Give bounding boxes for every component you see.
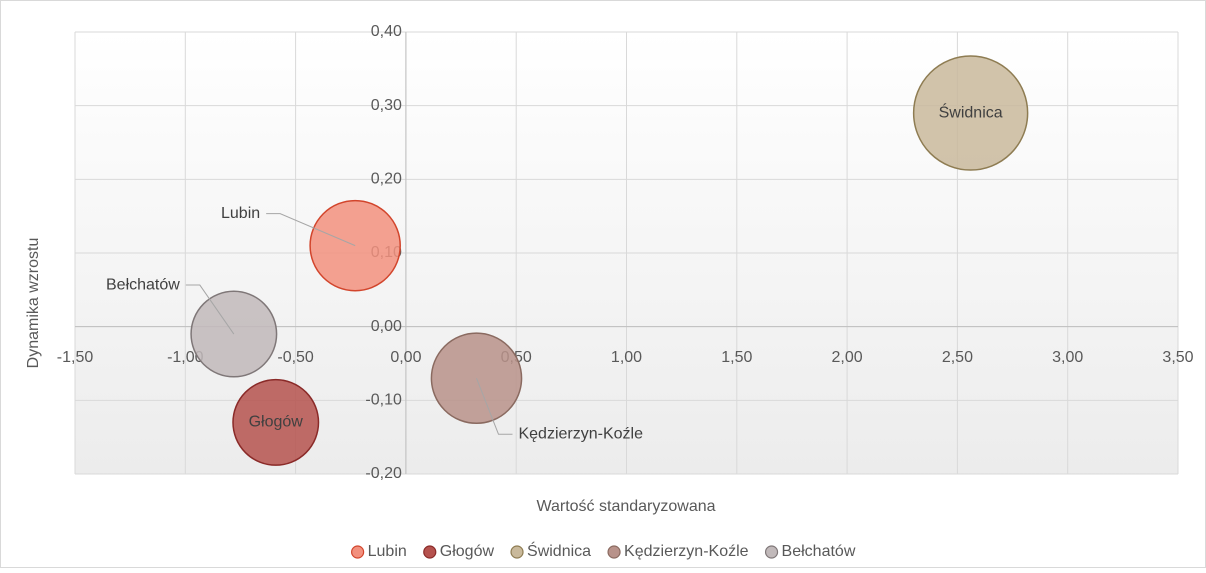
data-label: Kędzierzyn-Koźle bbox=[518, 425, 643, 442]
x-tick-label: 0,00 bbox=[390, 349, 421, 366]
x-tick-label: 1,00 bbox=[611, 349, 642, 366]
legend-label: Świdnica bbox=[527, 541, 591, 560]
x-tick-label: 1,50 bbox=[721, 349, 752, 366]
legend-marker bbox=[423, 545, 437, 559]
data-label: Lubin bbox=[221, 205, 260, 222]
data-label: Świdnica bbox=[939, 102, 1003, 121]
y-tick-label: 0,00 bbox=[371, 318, 402, 335]
x-tick-label: -1,00 bbox=[167, 349, 204, 366]
y-tick-label: -0,20 bbox=[365, 465, 402, 482]
x-tick-label: 3,50 bbox=[1162, 349, 1193, 366]
y-tick-label: 0,20 bbox=[371, 171, 402, 188]
legend-marker bbox=[764, 545, 779, 559]
x-tick-label: 2,00 bbox=[832, 349, 863, 366]
data-label: Głogów bbox=[249, 414, 304, 431]
legend-label: Głogów bbox=[440, 543, 495, 560]
legend-label: Bełchatów bbox=[782, 543, 856, 560]
data-label: Bełchatów bbox=[106, 276, 180, 293]
y-tick-label: 0,40 bbox=[371, 23, 402, 40]
y-tick-label: 0,30 bbox=[371, 97, 402, 114]
legend-marker bbox=[510, 545, 524, 559]
legend: Lubin Głogów Świdnica Kędzierzyn-Koźle Bełch… bbox=[351, 541, 856, 560]
y-axis-title: Dynamika wzrostu bbox=[25, 238, 42, 369]
leader-line bbox=[476, 378, 513, 435]
x-tick-label: -1,50 bbox=[57, 349, 94, 366]
legend-label: Lubin bbox=[368, 543, 407, 560]
legend-marker bbox=[607, 545, 621, 559]
x-tick-label: 2,50 bbox=[942, 349, 973, 366]
x-axis-title: Wartość standaryzowana bbox=[536, 498, 715, 515]
legend-marker bbox=[351, 545, 365, 559]
x-tick-label: 3,00 bbox=[1052, 349, 1083, 366]
bubble bbox=[232, 378, 320, 466]
legend-label: Kędzierzyn-Koźle bbox=[624, 543, 749, 560]
y-tick-label: -0,10 bbox=[365, 392, 402, 409]
x-tick-label: -0,50 bbox=[277, 349, 314, 366]
leader-line bbox=[185, 284, 235, 335]
leader-line bbox=[266, 213, 356, 247]
bubble bbox=[912, 55, 1029, 171]
